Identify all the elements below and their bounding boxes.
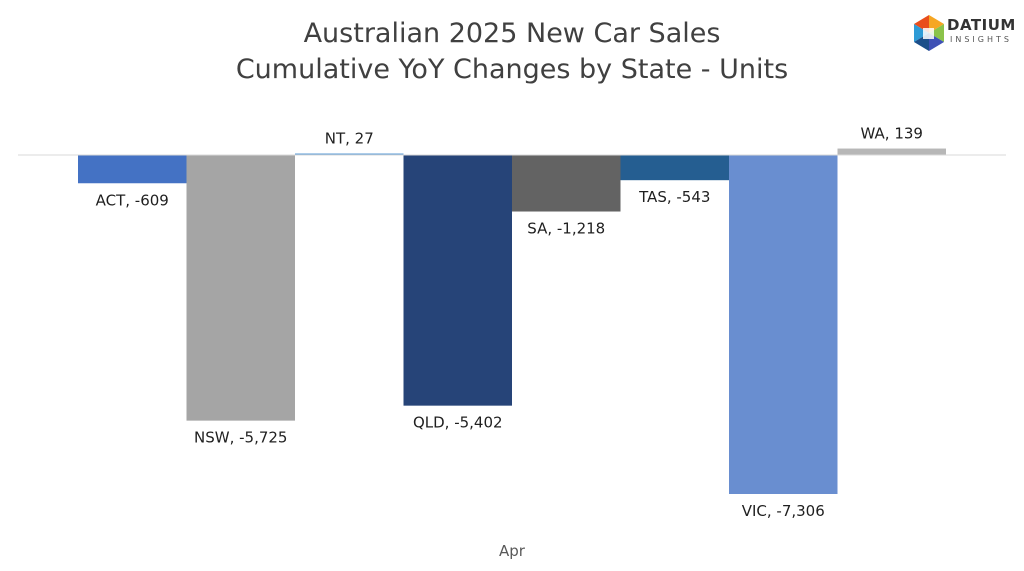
bar-nt: [295, 153, 404, 155]
bar-nsw: [186, 155, 295, 421]
chart-title: Australian 2025 New Car Sales Cumulative…: [0, 16, 1024, 88]
bar-tas: [620, 155, 729, 181]
bar-vic: [729, 155, 838, 494]
chart-title-line-1: Australian 2025 New Car Sales: [303, 18, 721, 49]
data-label-wa: WA, 139: [861, 125, 923, 143]
data-label-tas: TAS, -543: [638, 188, 710, 206]
datium-logo: DATIUM INSIGHTS: [912, 14, 1024, 54]
bar-qld: [403, 155, 512, 406]
datium-logo-icon: [914, 15, 944, 51]
data-labels: ACT, -609 NSW, -5,725 NT, 27 QLD, -5,402 SA,…: [96, 125, 923, 520]
data-label-sa: SA, -1,218: [527, 220, 605, 238]
bar-sa: [512, 155, 621, 212]
chart-title-line-2: Cumulative YoY Changes by State - Units: [235, 54, 789, 85]
data-label-qld: QLD, -5,402: [413, 414, 503, 432]
x-category-label: Apr: [499, 542, 526, 560]
logo-name: DATIUM: [947, 16, 1016, 34]
logo-subtitle: INSIGHTS: [950, 35, 1012, 44]
data-label-nt: NT, 27: [325, 130, 374, 148]
bar-wa: [837, 148, 946, 155]
data-label-nsw: NSW, -5,725: [194, 429, 287, 447]
bar-act: [78, 155, 187, 184]
bar-group: [78, 148, 946, 494]
data-label-act: ACT, -609: [96, 191, 169, 209]
data-label-vic: VIC, -7,306: [742, 502, 825, 520]
